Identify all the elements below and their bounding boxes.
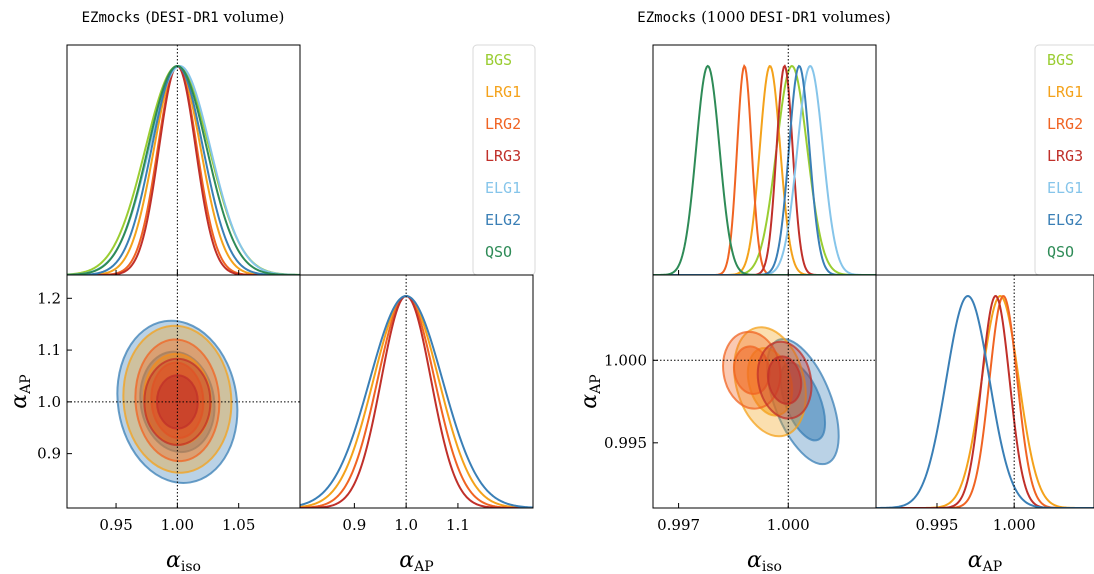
legend-entry-elg2: ELG2 <box>485 211 521 229</box>
ap-x-tick-label: 1.0 <box>394 516 418 534</box>
title-part: volume) <box>219 8 285 26</box>
y-axis-label-ap: αAP <box>7 374 34 408</box>
iso-curve-elg2 <box>67 64 300 275</box>
iso-curve-elg1 <box>67 65 300 275</box>
iso-curve-lrg3 <box>67 64 300 275</box>
iso-curve-qso <box>67 65 300 275</box>
title-part: DESI-DR1 <box>151 10 218 26</box>
chart-title: EZmocks (1000 DESI-DR1 volumes) <box>637 8 890 26</box>
legend-entry-lrg3: LRG3 <box>1047 147 1083 165</box>
ap-x-tick-label: 1.000 <box>993 516 1036 534</box>
legend-entry-lrg3: LRG3 <box>485 147 521 165</box>
joint-contours <box>116 319 239 484</box>
ap-x-tick-label: 0.995 <box>916 516 959 534</box>
iso-curve-lrg1 <box>67 64 300 275</box>
ap-curve-lrg2 <box>300 295 533 508</box>
label-subscript: AP <box>982 559 1003 574</box>
iso-tick-label: 1.00 <box>161 516 194 534</box>
ap-tick-label: 0.9 <box>37 445 61 463</box>
ap-tick-label: 0.995 <box>604 434 647 452</box>
ap-curve-elg2 <box>300 294 533 508</box>
label-alpha: α <box>747 548 762 573</box>
legend-entry-bgs: BGS <box>485 51 512 69</box>
legend-entry-lrg1: LRG1 <box>485 83 521 101</box>
legend-entry-elg2: ELG2 <box>1047 211 1083 229</box>
iso-curve-bgs <box>67 65 300 275</box>
x-axis-label-ap: αAP <box>968 548 1002 574</box>
iso-marginal-panel <box>652 44 877 276</box>
legend-entry-elg1: ELG1 <box>1047 179 1083 197</box>
iso-tick-label: 0.95 <box>99 516 132 534</box>
title-part: DESI-DR1 <box>750 10 817 26</box>
label-subscript: AP <box>413 559 434 574</box>
iso-tick-label: 1.000 <box>767 516 810 534</box>
iso-curve-lrg3 <box>653 64 876 275</box>
legend-entry-qso: QSO <box>1047 243 1074 261</box>
x-axis-label-iso: αiso <box>166 548 201 574</box>
title-part: (1000 <box>696 8 750 26</box>
legend: BGS LRG1 LRG2 LRG3 ELG1 ELG2 QSO <box>472 44 536 276</box>
corner-panel-right: EZmocks (1000 DESI-DR1 volumes) BGS LRG1 LR… <box>577 8 1094 574</box>
legend-entry-lrg1: LRG1 <box>1047 83 1083 101</box>
ap-x-tick-label: 1.1 <box>446 516 470 534</box>
label-alpha: α <box>7 394 32 409</box>
x-axis-label-ap: αAP <box>399 548 433 574</box>
ap-tick-label: 1.0 <box>37 393 61 411</box>
ap-marginal-curves <box>300 294 533 508</box>
iso-curve-lrg2 <box>653 64 876 275</box>
label-subscript: iso <box>181 559 201 574</box>
title-part: volumes) <box>817 8 890 26</box>
legend-entry-qso: QSO <box>485 243 512 261</box>
title-part: EZmocks <box>637 10 696 26</box>
iso-tick-label: 0.997 <box>657 516 700 534</box>
contour-lrg3-1sigma <box>766 355 803 405</box>
label-alpha: α <box>399 548 414 573</box>
ap-marginal-panel: 0.9 1.0 1.1 αAP <box>299 274 534 574</box>
label-alpha: α <box>968 548 983 573</box>
iso-curve-lrg2 <box>67 64 300 275</box>
ap-curve-lrg1 <box>876 295 1094 508</box>
iso-marginal-curves <box>67 64 300 275</box>
label-subscript: AP <box>18 374 34 395</box>
ap-curve-lrg3 <box>876 294 1094 508</box>
legend: BGS LRG1 LRG2 LRG3 ELG1 ELG2 QSO <box>1034 44 1094 276</box>
ap-marginal-curves <box>876 294 1094 508</box>
iso-curve-bgs <box>653 64 876 275</box>
iso-tick-label: 1.05 <box>222 516 255 534</box>
ap-marginal-frame <box>299 274 534 509</box>
title-part: EZmocks <box>82 10 141 26</box>
label-subscript: AP <box>588 374 604 395</box>
label-alpha: α <box>166 548 181 573</box>
legend-entry-lrg2: LRG2 <box>1047 115 1083 133</box>
ap-tick-label: 1.2 <box>37 289 61 307</box>
iso-curve-lrg1 <box>653 65 876 275</box>
ap-curve-lrg2 <box>876 295 1094 508</box>
ap-curve-elg2 <box>876 295 1094 508</box>
title-part: ( <box>141 8 152 26</box>
iso-marginal-curves <box>653 64 876 275</box>
corner-panel-left: EZmocks (DESI-DR1 volume) BGS LRG1 LRG2 LRG3… <box>7 8 536 574</box>
ap-x-tick-label: 0.9 <box>342 516 366 534</box>
joint-contours <box>722 326 840 466</box>
y-axis-label-ap: αAP <box>577 374 604 408</box>
legend-entry-bgs: BGS <box>1047 51 1074 69</box>
ap-marginal-frame <box>875 274 1094 509</box>
ap-tick-label: 1.000 <box>604 351 647 369</box>
legend-entry-lrg2: LRG2 <box>485 115 521 133</box>
label-subscript: iso <box>762 559 782 574</box>
chart-title: EZmocks (DESI-DR1 volume) <box>82 8 285 26</box>
ap-marginal-panel: 0.995 1.000 αAP <box>875 274 1094 574</box>
x-axis-label-iso: αiso <box>747 548 782 574</box>
label-alpha: α <box>577 394 602 409</box>
iso-marginal-panel <box>66 44 301 276</box>
iso-curve-qso <box>653 64 876 275</box>
legend-entry-elg1: ELG1 <box>485 179 521 197</box>
ap-tick-label: 1.1 <box>37 341 61 359</box>
